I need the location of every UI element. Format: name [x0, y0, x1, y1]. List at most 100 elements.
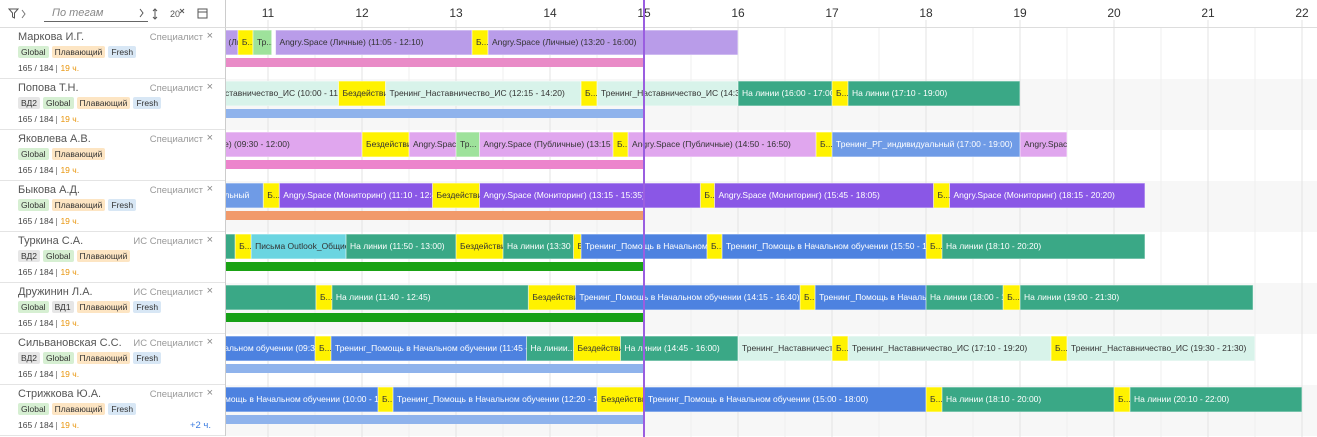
shift-block[interactable]: Тренинг_Помощь в Начальном обучении (15:… [644, 387, 926, 412]
shift-block[interactable]: Б... [1051, 336, 1068, 361]
shift-block[interactable]: Angry.Space (Личные) (13:20 - 16:00) [487, 30, 738, 55]
shift-block[interactable]: Б... [1003, 285, 1021, 310]
employee-row[interactable]: Туркина С.А. ИС Специалист × ВД2 Global Плава… [0, 232, 225, 283]
shift-block[interactable]: Angry.Space (Мониторинг) (13:15 - 15:35) [479, 183, 701, 208]
shift-block[interactable]: На линии (14:45 - 16:00) [620, 336, 739, 361]
shift-block[interactable]: На линии (11:40 - 12:45) [331, 285, 529, 310]
shift-block[interactable]: Б... [816, 132, 833, 157]
employee-row[interactable]: Быкова А.Д. Специалист × Global Плавающий Fre… [0, 181, 225, 232]
remove-button[interactable]: × [206, 285, 213, 297]
shift-block[interactable]: Angry.Space (Мониторинг) (11:10 - 12:45) [279, 183, 444, 208]
shift-block[interactable]: Бездействие [362, 132, 417, 157]
shift-block[interactable]: Angry.Space (Публичные) (13:15 - 14:40) [479, 132, 643, 157]
shift-block[interactable]: На линии (11:50 - 13:00) [346, 234, 456, 259]
hours-left: 19 ч. [60, 114, 80, 124]
shift-block[interactable]: Angry.Space (Мониторинг) (18:15 - 20:20) [949, 183, 1146, 208]
shift-block[interactable]: Тренинг_Помощь в Начальном обучении (15:… [722, 234, 946, 259]
shift-block[interactable]: На линии (16:00 - 17:00) [738, 81, 837, 106]
shift-block[interactable]: Angry.Space (Мониторинг) (15:45 - 18:05) [714, 183, 934, 208]
shift-block[interactable]: Angry.Space... [409, 132, 468, 157]
employee-row[interactable]: Маркова И.Г. Специалист × Global Плавающий Fr… [0, 28, 225, 79]
hours-worked: 165 / 184 [18, 114, 54, 124]
shift-block[interactable]: Б... [832, 81, 849, 106]
shift-block[interactable]: Б... [832, 336, 849, 361]
shift-block[interactable]: На линии (18:10 - 20:20) [941, 234, 1146, 259]
shift-block[interactable]: Бездействие [573, 336, 629, 361]
shift-block[interactable]: Б... [471, 30, 489, 55]
remove-button[interactable]: × [206, 81, 213, 93]
shift-block[interactable]: Тр... [252, 30, 274, 55]
block-label: Angry.Space (Мониторинг) (18:15 - 20:20) [954, 190, 1115, 200]
shift-block[interactable]: На линии [226, 285, 316, 310]
employee-row[interactable]: Яковлева А.В. Специалист × Global Плавающий 1… [0, 130, 225, 181]
shift-block[interactable]: Б... [237, 30, 255, 55]
shift-block[interactable]: Б... [581, 81, 598, 106]
shift-block[interactable]: Б... [612, 132, 630, 157]
shift-block[interactable]: Тренинг_Помощь в Начальном обучении (10:… [226, 387, 398, 412]
tag: Плавающий [76, 352, 131, 364]
employee-row[interactable]: Сильвановская С.С. ИС Специалист × ВД2 Globa… [0, 334, 225, 385]
shift-block[interactable]: Тренинг_Наставничество_ИС (12:15 - 14:20… [385, 81, 582, 106]
remove-button[interactable]: × [206, 183, 213, 195]
shift-block[interactable]: На линии (19:00 - 21:30) [1020, 285, 1254, 310]
shift-block[interactable]: Angry.Space (Личные) (11:05 - 12:10) [275, 30, 472, 55]
shift-block[interactable]: На линии [226, 234, 236, 259]
shift-block[interactable]: На линии (17:10 - 19:00) [847, 81, 1020, 106]
remove-button[interactable]: × [206, 132, 213, 144]
employee-row[interactable]: Стрижкова Ю.А. Специалист × Global Плавающий… [0, 385, 225, 436]
remove-button[interactable]: × [206, 336, 213, 348]
shift-block[interactable]: Бездействие [432, 183, 488, 208]
employee-row[interactable]: Попова Т.Н. Специалист × ВД2 Global Плавающий… [0, 79, 225, 130]
shift-block[interactable]: Тренинг_Наставничество_ИС (14:30 - 16:00… [597, 81, 776, 106]
shift-block[interactable]: Тренинг_Наставничество_ИС (19:30 - 21:30… [1067, 336, 1255, 361]
shift-block[interactable]: На линии (18:00 - 18:50) [926, 285, 1025, 310]
shift-block[interactable]: Тренинг_Наставничество_ИС (16:00 - 17:00… [738, 336, 917, 361]
shift-block[interactable]: Тренинг_РГ_индивидуальный [226, 183, 264, 208]
shift-block[interactable]: Тренинг_Помощь в Начальном обучении (11:… [330, 336, 555, 361]
shift-block[interactable]: Б... [235, 234, 252, 259]
shift-block[interactable]: На линии (20:10 - 22:00) [1129, 387, 1302, 412]
shift-block[interactable]: На линии (18:10 - 20:00) [941, 387, 1114, 412]
shift-block[interactable]: Тренинг_Помощь в Начальном обучении (09:… [226, 336, 351, 361]
block-bar [573, 336, 621, 361]
shift-block[interactable]: Б... [926, 387, 943, 412]
shift-block[interactable]: Письма Outlook_Общие [251, 234, 350, 259]
shift-block[interactable]: Angry.Space (Публичные) (14:50 - 16:50) [628, 132, 817, 157]
shift-block[interactable]: На линии (13:30 - 14:15) [503, 234, 602, 259]
shift-block[interactable]: Тренинг_РГ_индивидуальный (17:00 - 19:00… [832, 132, 1020, 157]
shift-block[interactable]: Тренинг_Помощь в Начальном обучении (14:… [575, 285, 801, 310]
shift-block[interactable]: Тренинг_Помощь в Начальном обучении (16:… [815, 285, 1039, 310]
shift-block[interactable]: Б... [315, 336, 332, 361]
tag-filter-input[interactable]: По тегам [52, 7, 104, 19]
shift-block[interactable]: Тренинг_Наставничество_ИС (17:10 - 19:20… [847, 336, 1052, 361]
shift-block[interactable]: Б... [933, 183, 951, 208]
shift-block[interactable]: Б... [800, 285, 817, 310]
shift-block[interactable]: Б... [315, 285, 333, 310]
shift-block[interactable]: Бездействие [528, 285, 583, 310]
shift-block[interactable]: Бездействие [597, 387, 652, 412]
shift-block[interactable]: Б... [1114, 387, 1131, 412]
shift-block[interactable]: Б... [573, 234, 591, 259]
toolbar-icons[interactable] [138, 7, 226, 21]
shift-block[interactable]: Тр... [456, 132, 480, 157]
shift-block[interactable]: Б... [377, 387, 395, 412]
shift-block[interactable]: На линии... [526, 336, 575, 361]
shift-block[interactable]: Б... [263, 183, 280, 208]
shift-block[interactable]: Б... [706, 234, 724, 259]
extra-hours[interactable]: +2 ч. [189, 420, 211, 431]
remove-button[interactable]: × [206, 387, 213, 399]
shift-block[interactable]: Angry.Space (Публичные) (09:30 - 12:00) [226, 132, 362, 157]
shift-block[interactable]: Тренинг_Помощь в Начальном обучении (12:… [393, 387, 617, 412]
employee-row[interactable]: Дружинин Л.А. ИС Специалист × Global ВД1 Плав… [0, 283, 225, 334]
shift-block[interactable]: Б... [926, 234, 943, 259]
shift-block[interactable]: Angry.Space... [1020, 132, 1079, 157]
shift-block[interactable]: Angry.Space (Личные) [226, 30, 265, 55]
shift-block[interactable]: Бездействие [338, 81, 394, 106]
shift-block[interactable]: Бездействие [456, 234, 511, 259]
shift-block[interactable]: Тренинг_Наставничество_ИС (10:00 - 11:45… [226, 81, 353, 106]
remove-button[interactable]: × [206, 234, 213, 246]
shift-block[interactable]: Б... [700, 183, 717, 208]
remove-button[interactable]: × [206, 30, 213, 42]
filter-icon[interactable] [8, 7, 68, 21]
employee-name: Маркова И.Г. [18, 31, 85, 43]
